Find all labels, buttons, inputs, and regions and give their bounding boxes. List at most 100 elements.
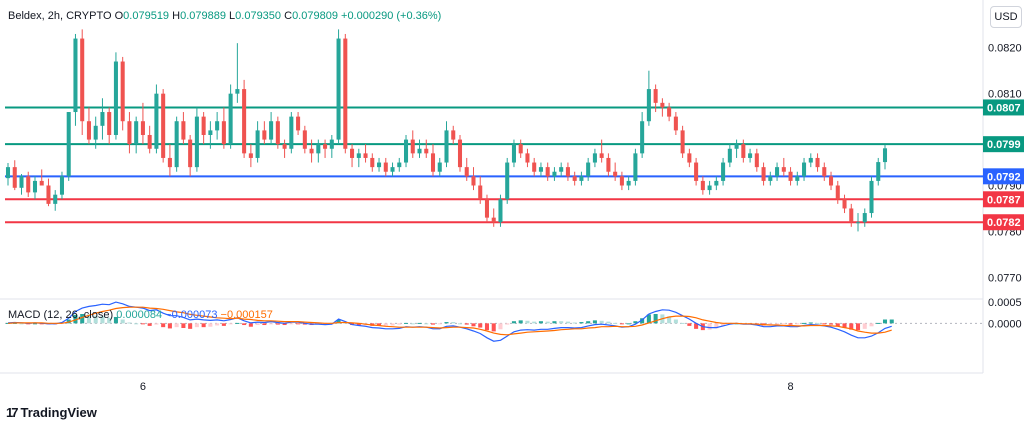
candle [147,125,152,154]
candle [12,160,17,191]
macd-tick-label: 0.0000 [988,318,1022,330]
candle [572,171,577,186]
candle-body [12,167,17,188]
macd-histogram-bar [255,323,260,326]
candle [417,139,422,158]
candle-body [680,130,685,154]
candle-body [127,121,132,145]
candle-body [545,167,550,177]
candle-body [862,213,867,223]
macd-histogram-bar [403,322,409,324]
candle [640,112,645,158]
candle [336,29,341,145]
candle-body [511,144,516,163]
price-level-tag [983,136,1024,153]
candle-body [154,93,159,149]
macd-histogram-bar [835,323,840,327]
candle-body [667,107,672,117]
candle [829,171,834,191]
candle-body [525,153,530,163]
candle-body [532,162,537,172]
tradingview-logo[interactable]: 17 TradingView [6,405,97,420]
candle [538,162,543,177]
candle [39,169,44,186]
macd-histogram-bar [167,323,172,329]
candle-body [842,199,847,209]
candle-body [302,130,307,149]
candle-body [53,194,58,204]
candle [120,56,125,131]
macd-histogram-bar [626,323,631,325]
macd-legend: MACD (12, 26, close) 0.000084 −0.000073 … [8,309,273,321]
candle-body [727,148,732,163]
candle [221,107,226,149]
candle [687,148,692,168]
candle-body [646,89,651,122]
candle [410,130,415,158]
macd-histogram-bar [383,323,388,326]
candle [181,112,186,145]
macd-histogram-bar [140,323,145,325]
macd-histogram-bar [592,320,597,324]
candle [154,84,159,154]
macd-pane [5,301,894,342]
candle [5,163,11,186]
candle-body [714,180,719,186]
candle-body [444,130,449,163]
price-level-label: 0.0799 [987,139,1021,151]
candle [377,157,382,172]
macd-histogram-bar [808,322,813,324]
macd-line [7,301,892,342]
candle [478,176,483,204]
macd-title[interactable]: MACD (12, 26, close) [8,309,114,321]
currency-button[interactable]: USD [990,6,1022,28]
macd-histogram-bar [127,322,132,324]
candle-body [66,112,71,177]
candle-body [579,176,584,181]
macd-histogram-bar [768,323,773,326]
macd-histogram-bar [646,314,651,324]
macd-histogram-bar [815,322,820,324]
candle [721,157,726,186]
macd-histogram-bar [235,322,240,324]
macd-histogram-bar [795,323,800,325]
candle [289,112,294,154]
symbol-label[interactable]: Beldex, 2h, CRYPTO [8,10,112,22]
candle [228,84,233,149]
candle [646,70,651,126]
candle [343,33,348,154]
macd-histogram-bar [849,323,854,330]
close-value: 0.079809 [292,10,338,22]
candle [59,171,64,200]
macd-histogram-bar [194,323,199,328]
candle-body [748,153,753,158]
candle-body [437,162,442,172]
candle [194,107,199,172]
candle [275,116,280,149]
macd-histogram-bar [282,323,287,326]
candle-body [5,167,11,179]
macd-histogram-bar [579,322,584,324]
candle [46,178,51,207]
candle-body [505,162,510,200]
candle-body [552,171,557,177]
macd-histogram-bar [269,323,274,325]
candle-body [397,162,402,168]
macd-histogram-bar [869,323,874,327]
candle [626,176,631,191]
macd-histogram-bar [491,323,496,332]
candle-body [167,157,172,168]
macd-histogram-bar [100,316,105,324]
macd-histogram-bar [410,323,415,325]
candle [309,139,314,163]
macd-histogram-bar [424,323,429,325]
candle [296,112,301,135]
candle-body [363,153,368,158]
candle-body [215,121,220,131]
candle [606,153,611,177]
candle-body [835,185,840,200]
candle-body [350,148,355,158]
macd-histogram-bar [5,322,11,324]
macd-histogram-bar [876,322,881,324]
macd-histogram-bar [296,323,301,325]
